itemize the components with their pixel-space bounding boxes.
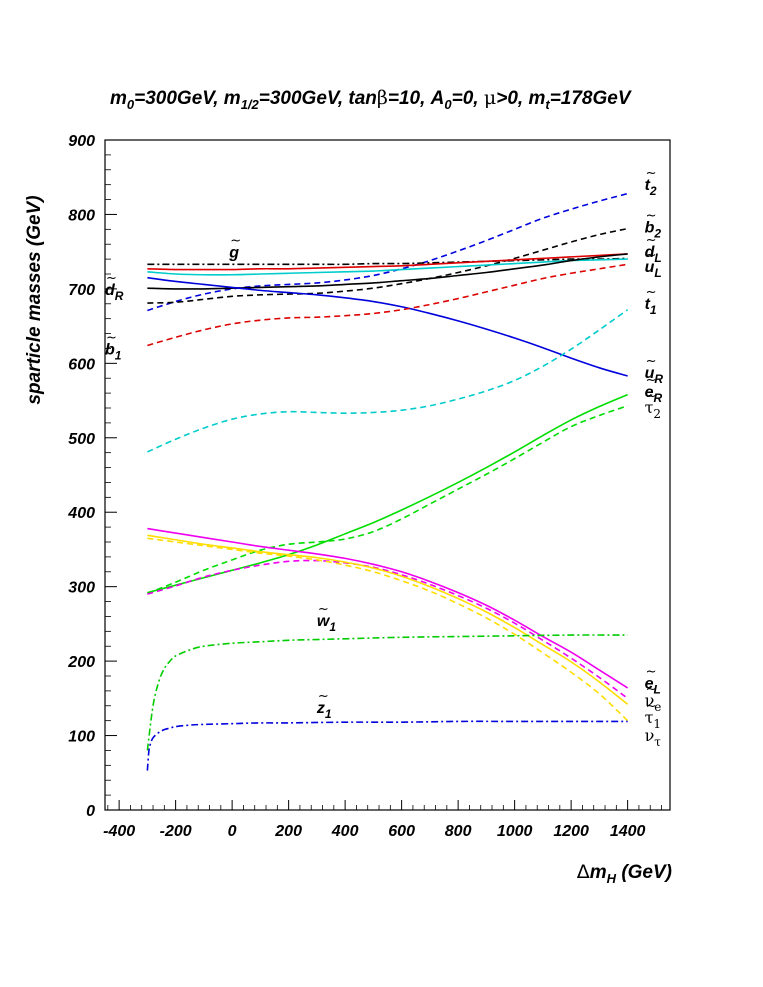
curve-label-text: τ1 [645, 708, 662, 731]
series-line-z1 [146, 720, 628, 771]
curve-label-text: ντ [645, 726, 662, 749]
x-axis-label: ΔmH (GeV) [577, 861, 672, 886]
series-line-eR [147, 393, 628, 594]
y-tick-label: 200 [67, 654, 95, 671]
tilde-mark: ~ [646, 373, 657, 388]
tilde-mark: ~ [230, 234, 241, 249]
curve-label-text: w1 [317, 613, 336, 634]
tilde-mark: ~ [646, 665, 657, 680]
x-tick-label: 200 [274, 823, 302, 840]
curve-label-uR: ~uR [645, 354, 664, 386]
curve-label-b1: ~b1 [105, 330, 122, 362]
y-tick-label: 900 [68, 133, 95, 150]
y-tick-label: 0 [86, 803, 95, 820]
curve-labels: ~t2~b2~dL~uL~t1~uR~eR~τ2~eL~νe~τ1ντ~g~dR… [105, 166, 663, 749]
curve-label-text: eL [645, 676, 661, 697]
tilde-mark: ~ [106, 330, 117, 345]
y-tick-label: 100 [68, 729, 95, 746]
tilde-mark: ~ [646, 166, 657, 181]
curve-label-tau2: ~τ2 [645, 389, 662, 421]
x-axis-ticks: -400 -200 0 200 400 600 800 1000 1200 1400 [103, 800, 662, 840]
curve-label-text: eR [645, 384, 663, 405]
tilde-mark: ~ [646, 208, 657, 223]
y-tick-label: 500 [68, 431, 95, 448]
curve-label-uL: ~uL [645, 248, 662, 280]
curve-label-text: νe [645, 691, 662, 714]
curve-label-t1: ~t1 [645, 285, 657, 317]
series-line-b1 [147, 263, 628, 347]
x-tick-label: 1200 [553, 823, 589, 840]
x-tick-label: -400 [103, 823, 135, 840]
curve-label-eR: ~eR [645, 373, 663, 405]
x-tick-label: 600 [388, 823, 415, 840]
curve-label-gluino: ~g [228, 234, 241, 262]
curve-label-nutau: ντ [645, 726, 662, 749]
curve-label-w1: ~w1 [317, 602, 336, 634]
curve-label-text: b2 [645, 219, 662, 240]
series-line-w1 [146, 634, 628, 751]
x-tick-label: 800 [445, 823, 472, 840]
series-line-tau2 [147, 405, 628, 595]
curve-label-z1: ~z1 [316, 689, 332, 721]
curve-label-text: uL [645, 259, 662, 280]
curve-label-text: z1 [316, 700, 332, 721]
tilde-mark: ~ [646, 699, 657, 714]
curve-label-dR: ~dR [105, 271, 124, 303]
tilde-mark: ~ [646, 285, 657, 300]
series-line-dR [147, 253, 628, 290]
curve-label-tau1: ~τ1 [645, 699, 662, 731]
series-line-b2 [147, 227, 628, 304]
series-line-red-solid [147, 253, 628, 271]
series-line-eL [147, 527, 629, 689]
curve-label-text: τ2 [645, 398, 662, 421]
curve-label-text: uR [645, 365, 664, 386]
x-tick-label: 400 [331, 823, 359, 840]
series-line-cyan-solid [147, 258, 628, 276]
plot-frame [104, 139, 671, 811]
series-line-nue [147, 534, 629, 705]
tilde-mark: ~ [106, 271, 117, 286]
tilde-mark: ~ [646, 233, 657, 248]
curve-label-eL: ~eL [645, 665, 661, 697]
curve-label-text: t2 [645, 177, 657, 198]
curve-label-nue: ~νe [645, 682, 662, 714]
series-line-tau1 [147, 559, 629, 699]
series-line-uR [147, 276, 628, 377]
y-axis-label: sparticle masses (GeV) [24, 195, 45, 404]
chart-title: m0=300GeV, m1/2=300GeV, tanβ=10, A0=0, μ… [110, 87, 632, 112]
curve-label-b2: ~b2 [645, 208, 662, 240]
series-line-gluino [147, 257, 628, 266]
y-tick-label: 600 [68, 356, 95, 373]
x-tick-label: 1400 [610, 823, 646, 840]
series-line-nutau [147, 537, 629, 722]
curve-label-t2: ~t2 [645, 166, 657, 198]
x-tick-label: -200 [160, 823, 192, 840]
y-tick-label: 400 [67, 505, 95, 522]
curve-label-dL: ~dL [645, 233, 662, 265]
curve-label-text: dR [105, 282, 124, 303]
curve-label-text: g [228, 245, 239, 262]
series-line-t2 [147, 192, 628, 312]
x-tick-label: 1000 [497, 823, 533, 840]
y-tick-label: 300 [68, 580, 95, 597]
tilde-mark: ~ [318, 689, 329, 704]
tilde-mark: ~ [646, 248, 657, 263]
tilde-mark: ~ [318, 602, 329, 617]
curve-label-text: dL [645, 244, 662, 265]
curve-label-text: b1 [105, 341, 122, 362]
tilde-mark: ~ [646, 682, 657, 697]
series-line-t1 [147, 309, 629, 453]
x-tick-label: 0 [228, 823, 237, 840]
y-tick-label: 800 [68, 207, 95, 224]
y-tick-label: 700 [68, 282, 95, 299]
tilde-mark: ~ [646, 389, 657, 404]
series-layer [146, 192, 629, 771]
y-axis-ticks: 0 100 200 300 400 500 600 700 800 900 [67, 133, 117, 820]
plot-axes [104, 139, 671, 811]
tilde-mark: ~ [646, 354, 657, 369]
curve-label-text: t1 [645, 296, 657, 317]
